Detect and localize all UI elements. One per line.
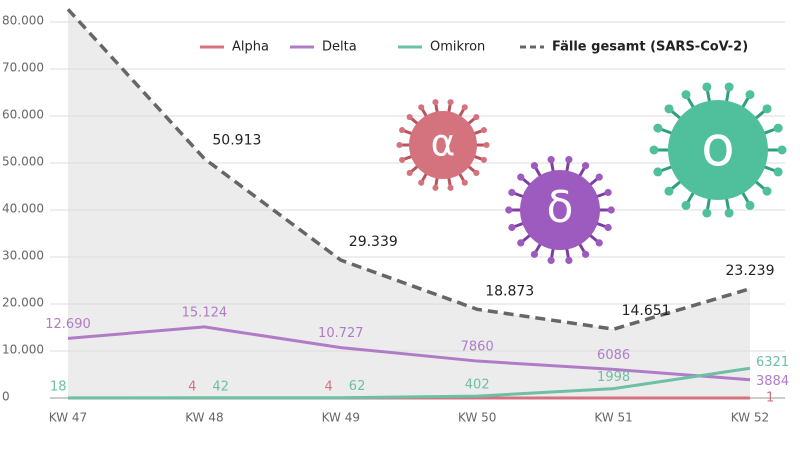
virus-letter: α [431,121,456,165]
y-tick-label: 50.000 [2,155,44,169]
value-label: 1 [766,390,774,405]
virus-spike-tip [407,170,413,176]
virus-spike-tip [778,146,787,155]
virus-spike-tip [531,162,538,169]
virus-spike-tip [650,146,659,155]
y-tick-label: 70.000 [2,61,44,75]
virus-spike-tip [582,251,589,258]
value-label: 10.727 [318,326,364,341]
virus-spike-tip [505,206,512,213]
virus-letter: ο [701,114,735,178]
value-label: 23.239 [726,263,775,279]
x-tick-label: KW 47 [49,411,87,425]
x-tick-label: KW 52 [731,411,769,425]
virus-letter: δ [547,182,574,233]
virus-spike-tip [462,104,468,110]
virus-spike-tip [664,104,673,113]
virus-spike-tip [763,187,772,196]
value-label: 12.690 [45,317,91,332]
y-tick-label: 30.000 [2,249,44,263]
value-label: 4 [325,379,333,394]
virus-spike-tip [746,90,755,99]
y-tick-label: 0 [2,390,10,404]
virus-spike-tip [664,187,673,196]
virus-spike-tip [462,180,468,186]
value-label: 6086 [597,348,630,363]
virus-spike-tip [473,170,479,176]
value-label: 42 [212,379,229,394]
virus-spike-tip [682,90,691,99]
virus-spike-tip [548,257,555,264]
virus-spike-tip [447,99,453,105]
y-tick-label: 80.000 [2,14,44,28]
virus-spike-tip [774,124,783,133]
y-tick-label: 20.000 [2,296,44,310]
virus-spike-tip [508,224,515,231]
virus-spike-tip [399,127,405,133]
virus-spike-tip [596,173,603,180]
virus-spike-tip [565,156,572,163]
virus-spike-tip [605,224,612,231]
value-label: 4 [188,379,196,394]
virus-spike-tip [481,127,487,133]
virus-spike-tip [565,257,572,264]
virus-spike-tip [653,124,662,133]
virus-spike-tip [432,99,438,105]
y-tick-label: 40.000 [2,202,44,216]
virus-spike-tip [746,201,755,210]
virus-spike-tip [608,206,615,213]
x-tick-label: KW 48 [185,411,223,425]
value-label: 15.124 [182,305,228,320]
virus-spike-tip [508,189,515,196]
virus-spike-tip [432,185,438,191]
virus-spike-tip [418,104,424,110]
virus-spike-tip [725,82,734,91]
area [68,9,750,398]
virus-spike-tip [531,251,538,258]
value-label: 3884 [756,374,789,389]
virus-spike-tip [517,173,524,180]
virus-spike-tip [548,156,555,163]
virus-spike-tip [596,239,603,246]
virus-spike-tip [702,209,711,218]
virus-spike-tip [702,82,711,91]
value-label: 14.651 [622,303,671,319]
legend-label: Fälle gesamt (SARS-CoV-2) [552,40,748,55]
y-tick-label: 10.000 [2,343,44,357]
x-tick-label: KW 50 [458,411,496,425]
value-label: 18 [50,379,67,394]
value-label: 50.913 [212,133,261,149]
value-label: 402 [465,378,490,393]
value-label: 18.873 [485,283,534,299]
virus-spike-tip [481,157,487,163]
virus-spike-tip [447,185,453,191]
virus-spike-tip [418,180,424,186]
virus-spike-tip [682,201,691,210]
virus-spike-tip [653,167,662,176]
value-label: 29.339 [349,234,398,250]
virus-spike-tip [396,142,402,148]
x-tick-label: KW 51 [594,411,632,425]
virus-spike-tip [483,142,489,148]
value-label: 1998 [597,370,630,385]
virus-spike-tip [774,167,783,176]
legend-label: Alpha [232,40,269,55]
virus-spike-tip [399,157,405,163]
value-label: 6321 [756,355,789,370]
x-tick-label: KW 49 [322,411,360,425]
legend-label: Omikron [430,40,485,55]
virus-spike-tip [517,239,524,246]
virus-spike-tip [473,114,479,120]
value-label: 62 [349,379,366,394]
virus-spike-tip [605,189,612,196]
virus-spike-tip [407,114,413,120]
value-label: 7860 [461,340,494,355]
y-tick-label: 60.000 [2,108,44,122]
virus-spike-tip [582,162,589,169]
legend-label: Delta [322,40,357,55]
virus-spike-tip [763,104,772,113]
virus-spike-tip [725,209,734,218]
